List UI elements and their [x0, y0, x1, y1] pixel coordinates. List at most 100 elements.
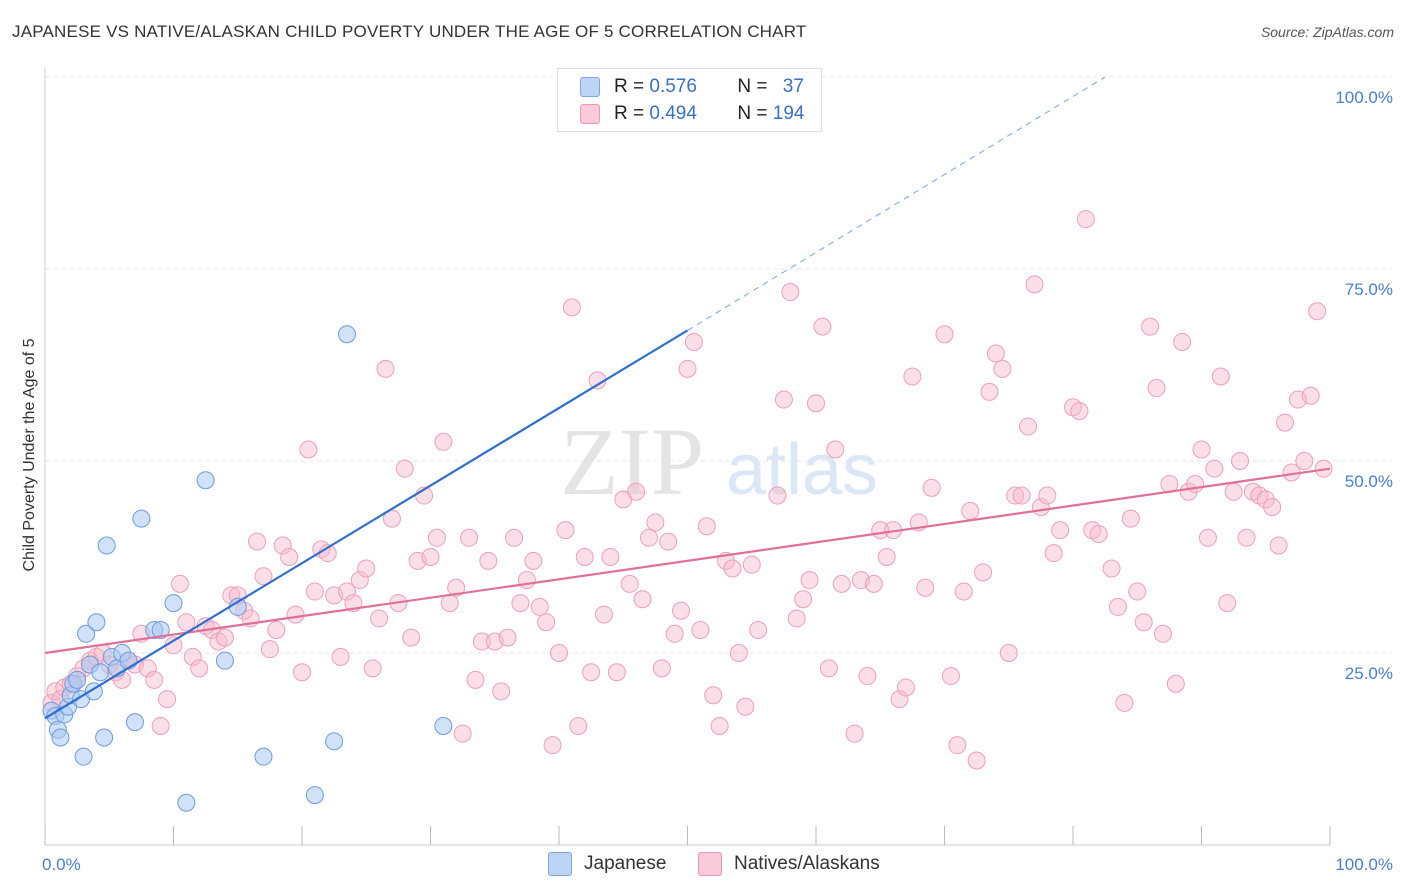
- natives-point-157: [1076, 210, 1095, 229]
- natives-point-140: [961, 501, 980, 520]
- natives-point-161: [1108, 597, 1127, 616]
- natives-point-148: [1012, 486, 1031, 505]
- legend-row-natives: R = 0.494 N = 194: [580, 102, 804, 126]
- natives-point-21: [170, 574, 189, 593]
- legend-swatch-japanese: [580, 77, 600, 97]
- natives-point-174: [1192, 440, 1211, 459]
- legend-n-label: N =: [737, 103, 768, 124]
- natives-point-108: [729, 644, 748, 662]
- natives-point-128: [877, 548, 896, 566]
- natives-point-78: [537, 613, 556, 632]
- natives-point-170: [1166, 674, 1185, 693]
- japanese-trend-line: [44, 329, 689, 720]
- natives-point-68: [472, 632, 491, 651]
- natives-point-80: [550, 644, 568, 662]
- natives-point-167: [1147, 379, 1166, 398]
- natives-point-97: [659, 532, 678, 551]
- natives-point-18: [151, 716, 170, 735]
- natives-point-46: [331, 647, 350, 666]
- natives-point-74: [511, 594, 530, 613]
- natives-point-179: [1224, 482, 1243, 501]
- natives-point-122: [832, 574, 851, 593]
- natives-point-166: [1141, 317, 1160, 336]
- natives-point-145: [993, 359, 1012, 378]
- natives-point-83: [569, 716, 588, 735]
- series-legend-natives: Natives/Alaskans: [698, 852, 880, 876]
- natives-point-22: [177, 613, 196, 632]
- legend-r-value-japanese: 0.576: [649, 76, 697, 97]
- natives-point-40: [293, 663, 311, 682]
- natives-point-85: [582, 663, 601, 682]
- japanese-point-16: [95, 728, 114, 747]
- natives-point-66: [460, 528, 479, 547]
- natives-point-165: [1134, 613, 1153, 632]
- natives-point-103: [697, 517, 716, 536]
- natives-point-36: [267, 620, 286, 639]
- watermark-zip: ZIP: [560, 408, 704, 515]
- natives-point-116: [794, 590, 813, 609]
- natives-point-64: [447, 578, 466, 597]
- natives-point-141: [967, 751, 986, 770]
- legend-r-label: R =: [614, 76, 645, 97]
- natives-point-50: [357, 559, 376, 578]
- natives-point-164: [1128, 582, 1147, 601]
- tick-labels: 25.0% 50.0% 75.0% 100.0% 0.0% 100.0%: [42, 88, 1393, 874]
- natives-point-186: [1269, 536, 1288, 555]
- japanese-point-31: [254, 747, 273, 766]
- natives-point-178: [1218, 594, 1237, 613]
- natives-point-52: [370, 609, 389, 628]
- natives-point-136: [935, 325, 954, 344]
- chart-title: JAPANESE VS NATIVE/ALASKAN CHILD POVERTY…: [12, 22, 807, 41]
- natives-point-184: [1256, 490, 1275, 509]
- natives-point-176: [1205, 459, 1224, 478]
- natives-point-92: [627, 482, 646, 501]
- natives-point-177: [1211, 367, 1230, 386]
- japanese-point-26: [164, 594, 183, 613]
- natives-point-147: [1006, 486, 1025, 505]
- natives-point-144: [986, 344, 1005, 363]
- natives-point-94: [639, 528, 658, 547]
- natives-point-146: [999, 644, 1018, 662]
- natives-point-39: [286, 605, 305, 624]
- natives-point-110: [742, 555, 761, 574]
- natives-point-19: [158, 690, 177, 709]
- natives-point-113: [774, 390, 793, 409]
- natives-point-75: [517, 571, 536, 590]
- x-tick-label-0: 0.0%: [42, 855, 81, 874]
- natives-point-95: [646, 513, 665, 532]
- japanese-point-14: [87, 613, 106, 632]
- natives-point-123: [845, 724, 864, 743]
- legend-n-label: N =: [737, 76, 768, 97]
- natives-point-153: [1044, 544, 1063, 563]
- natives-point-175: [1198, 528, 1217, 547]
- japanese-point-11: [77, 624, 96, 643]
- natives-point-121: [826, 440, 845, 459]
- natives-point-143: [980, 382, 999, 401]
- natives-point-191: [1301, 386, 1320, 405]
- natives-point-61: [427, 528, 446, 547]
- natives-point-76: [524, 551, 543, 570]
- natives-point-35: [260, 640, 279, 659]
- natives-point-109: [736, 697, 755, 716]
- natives-point-117: [800, 571, 819, 590]
- x-tick-label-1: 100.0%: [1335, 855, 1393, 874]
- japanese-point-15: [91, 663, 110, 682]
- natives-point-72: [498, 628, 517, 647]
- grid-lines: [45, 76, 1392, 654]
- natives-point-104: [704, 686, 723, 705]
- natives-point-41: [299, 440, 318, 459]
- natives-point-111: [749, 620, 768, 639]
- natives-point-81: [556, 521, 575, 540]
- natives-point-135: [922, 478, 941, 497]
- natives-point-57: [402, 628, 421, 647]
- japanese-point-32: [305, 786, 324, 805]
- natives-point-42: [305, 582, 324, 601]
- correlation-legend: R = 0.576 N = 37 R = 0.494 N = 194: [557, 68, 822, 132]
- japanese-point-10: [74, 747, 93, 766]
- natives-point-84: [575, 548, 594, 566]
- natives-point-16: [138, 659, 157, 678]
- y-tick-label-1: 50.0%: [1345, 472, 1393, 491]
- japanese-point-23: [132, 509, 151, 528]
- natives-point-171: [1173, 332, 1192, 351]
